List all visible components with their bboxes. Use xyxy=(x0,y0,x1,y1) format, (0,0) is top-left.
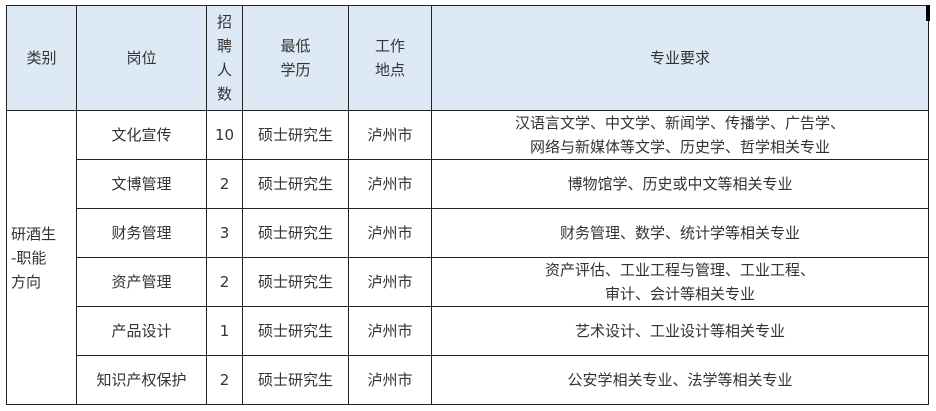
header-row: 类别 岗位 招 聘 人 数 最低 学历 工作 地点 专业要求 xyxy=(6,5,929,111)
count-cell: 3 xyxy=(206,208,243,258)
position-cell: 财务管理 xyxy=(76,208,207,258)
table-row: 研酒生 -职能 方向 文化宣传 10 硕士研究生 泸州市 汉语言文学、中文学、新闻学、传播… xyxy=(6,110,929,405)
education-cell: 硕士研究生 xyxy=(242,208,349,258)
category-cell: 研酒生 -职能 方向 xyxy=(6,110,77,405)
edge-mark xyxy=(926,5,930,21)
major-cell: 财务管理、数学、统计学等相关专业 xyxy=(431,208,929,258)
table-row: 知识产权保护 2 硕士研究生 泸州市 公安学相关专业、法学等相关专业 xyxy=(7,355,929,405)
position-cell: 产品设计 xyxy=(76,306,207,356)
table-row: 文博管理 2 硕士研究生 泸州市 博物馆学、历史或中文等相关专业 xyxy=(7,159,929,209)
education-cell: 硕士研究生 xyxy=(242,355,349,405)
location-cell: 泸州市 xyxy=(348,306,432,356)
location-cell: 泸州市 xyxy=(348,159,432,209)
major-cell: 资产评估、工业工程与管理、工业工程、 审计、会计等相关专业 xyxy=(431,257,929,307)
header-education: 最低 学历 xyxy=(242,5,349,111)
count-cell: 2 xyxy=(206,257,243,307)
table-row: 资产管理 2 硕士研究生 泸州市 资产评估、工业工程与管理、工业工程、 审计、会计等相关… xyxy=(7,257,929,307)
location-cell: 泸州市 xyxy=(348,208,432,258)
location-cell: 泸州市 xyxy=(348,355,432,405)
education-cell: 硕士研究生 xyxy=(242,159,349,209)
education-cell: 硕士研究生 xyxy=(242,306,349,356)
count-cell: 2 xyxy=(206,355,243,405)
count-cell: 2 xyxy=(206,159,243,209)
major-cell: 博物馆学、历史或中文等相关专业 xyxy=(431,159,929,209)
header-location: 工作 地点 xyxy=(348,5,432,111)
major-cell: 公安学相关专业、法学等相关专业 xyxy=(431,355,929,405)
position-cell: 文博管理 xyxy=(76,159,207,209)
recruitment-table: 类别 岗位 招 聘 人 数 最低 学历 工作 地点 专业要求 研酒生 -职能 方… xyxy=(6,5,929,405)
table-row: 财务管理 3 硕士研究生 泸州市 财务管理、数学、统计学等相关专业 xyxy=(7,208,929,258)
position-cell: 文化宣传 xyxy=(76,110,207,160)
header-position: 岗位 xyxy=(76,5,207,111)
header-count: 招 聘 人 数 xyxy=(206,5,243,111)
education-cell: 硕士研究生 xyxy=(242,257,349,307)
count-cell: 1 xyxy=(206,306,243,356)
header-category: 类别 xyxy=(6,5,77,111)
education-cell: 硕士研究生 xyxy=(242,110,349,160)
location-cell: 泸州市 xyxy=(348,110,432,160)
header-major: 专业要求 xyxy=(431,5,929,111)
major-cell: 汉语言文学、中文学、新闻学、传播学、广告学、 网络与新媒体等文学、历史学、哲学相… xyxy=(431,110,929,160)
major-cell: 艺术设计、工业设计等相关专业 xyxy=(431,306,929,356)
count-cell: 10 xyxy=(206,110,243,160)
position-cell: 资产管理 xyxy=(76,257,207,307)
position-cell: 知识产权保护 xyxy=(76,355,207,405)
table-row: 产品设计 1 硕士研究生 泸州市 艺术设计、工业设计等相关专业 xyxy=(7,306,929,356)
location-cell: 泸州市 xyxy=(348,257,432,307)
